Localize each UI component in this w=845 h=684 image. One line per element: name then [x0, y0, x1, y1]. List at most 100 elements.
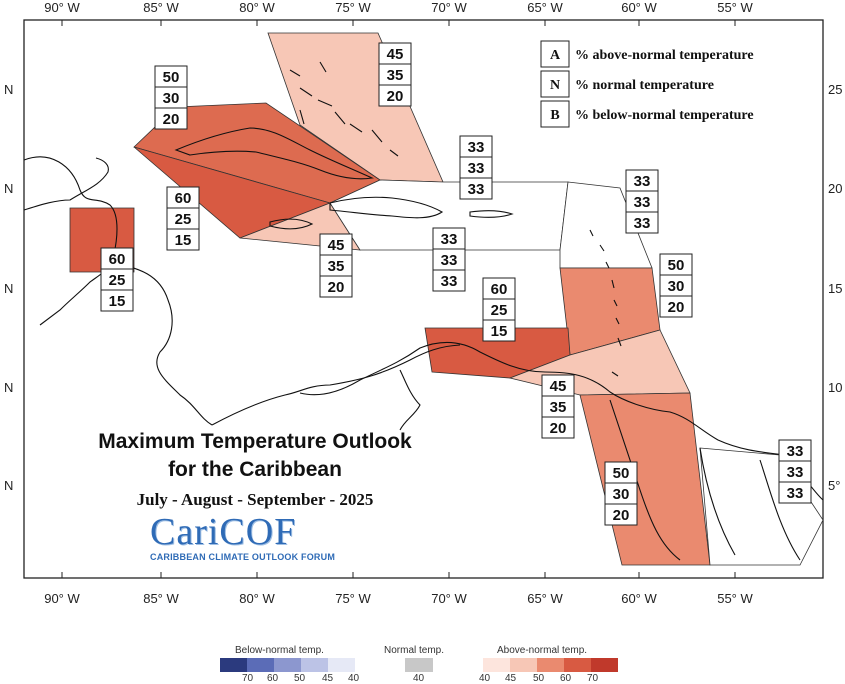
- lon-label: 85° W: [143, 591, 179, 606]
- lon-label: 75° W: [335, 591, 371, 606]
- logo-subtitle: CARIBBEAN CLIMATE OUTLOOK FORUM: [150, 552, 336, 562]
- probability-boxes: 4535205030206025156025154535203333333333…: [100, 42, 812, 526]
- colorbar-tick: 40: [479, 673, 491, 684]
- coast-jamaica: [269, 218, 314, 230]
- prob-above: 33: [634, 173, 651, 190]
- prob-below: 20: [163, 111, 180, 128]
- colorbar-swatch-below: [274, 658, 301, 672]
- prob-below: 15: [175, 232, 192, 249]
- prob-above: 60: [109, 251, 126, 268]
- prob-normal: 33: [468, 160, 485, 177]
- colorbar-tick: 70: [587, 673, 599, 684]
- coast-puerto-rico: [469, 210, 514, 218]
- prob-above: 45: [387, 46, 404, 63]
- latitude-labels-left: N N N N N: [4, 82, 13, 493]
- lon-label: 85° W: [143, 0, 179, 15]
- probability-cell: [482, 319, 516, 342]
- lat-label: N: [4, 380, 13, 395]
- latitude-labels-right: 25 20 15 10 5°: [828, 82, 842, 493]
- prob-below: 20: [668, 299, 685, 316]
- coast-central-america: [23, 156, 213, 426]
- probability-cell: [778, 481, 812, 504]
- legend-key-b: B: [550, 108, 559, 123]
- prob-below: 33: [634, 215, 651, 232]
- coast-colombia: [299, 341, 824, 501]
- colorbar-swatch-above: [564, 658, 591, 672]
- prob-above: 60: [491, 281, 508, 298]
- legend-key-box: [540, 70, 570, 98]
- prob-below: 33: [787, 485, 804, 502]
- coast-bahamas: [289, 61, 399, 157]
- probability-box-bahamas: 45 35 20: [378, 42, 412, 107]
- probability-cell: [319, 275, 353, 298]
- probability-box-guyana: 50 30 20: [604, 461, 638, 526]
- colorbar-tick: 40: [348, 673, 360, 684]
- colorbar-swatch-above: [510, 658, 537, 672]
- title-line-2: for the Caribbean: [168, 458, 342, 481]
- probability-cell: [625, 211, 659, 234]
- colorbar-tick: 60: [267, 673, 279, 684]
- probability-box-cuba: 50 30 20: [154, 65, 188, 130]
- colorbar-swatch-above: [591, 658, 618, 672]
- prob-normal: 35: [328, 258, 345, 275]
- prob-normal: 33: [634, 194, 651, 211]
- probability-box-trinidad-venezuela: 45 35 20: [541, 374, 575, 439]
- prob-below: 33: [468, 181, 485, 198]
- lon-label: 90° W: [44, 0, 80, 15]
- colorbar-tick: 40: [413, 673, 425, 684]
- colorbar-tick: 45: [505, 673, 517, 684]
- lat-label: 15: [828, 281, 842, 296]
- longitude-labels-bottom: 90° W 85° W 80° W 75° W 70° W 65° W 60° …: [44, 591, 753, 606]
- prob-below: 20: [550, 420, 567, 437]
- probability-cell: [604, 503, 638, 526]
- probability-box-haiti-south: 45 35 20: [319, 233, 353, 298]
- legend-key-box: [540, 100, 570, 128]
- title-line-1: Maximum Temperature Outlook: [98, 430, 412, 453]
- prob-above: 33: [787, 443, 804, 460]
- prob-above: 50: [668, 257, 685, 274]
- prob-above: 50: [613, 465, 630, 482]
- colorbar-above-title: Above-normal temp.: [497, 645, 588, 656]
- coast-guianas: [609, 399, 801, 561]
- prob-below: 20: [328, 279, 345, 296]
- caricof-logo: CariCOF CARIBBEAN CLIMATE OUTLOOK FORUM: [150, 512, 350, 562]
- probability-cell: [659, 295, 693, 318]
- lon-label: 60° W: [621, 0, 657, 15]
- colorbar-swatch-below: [247, 658, 274, 672]
- probability-cell: [166, 228, 200, 251]
- colorbar-swatch-above: [483, 658, 510, 672]
- legend-key-box: [540, 40, 570, 68]
- lat-label: 25: [828, 82, 842, 97]
- probability-cell: [378, 84, 412, 107]
- lon-label: 75° W: [335, 0, 371, 15]
- prob-below: 20: [387, 88, 404, 105]
- prob-normal: 30: [163, 90, 180, 107]
- prob-above: 33: [441, 231, 458, 248]
- colorbar-tick: 45: [322, 673, 334, 684]
- lon-label: 65° W: [527, 0, 563, 15]
- probability-cell: [154, 107, 188, 130]
- lon-label: 70° W: [431, 591, 467, 606]
- lat-label: N: [4, 478, 13, 493]
- probability-box-jamaica-caymans: 60 25 15: [166, 186, 200, 251]
- colorbar-swatch-normal: [405, 658, 433, 672]
- longitude-labels-top: 90° W 85° W 80° W 75° W 70° W 65° W 60° …: [44, 0, 753, 15]
- lon-label: 70° W: [431, 0, 467, 15]
- lat-label: 5°: [828, 478, 840, 493]
- colorbar-tick: 60: [560, 673, 572, 684]
- legend-desc-above: % above-normal temperature: [575, 48, 754, 63]
- prob-normal: 35: [387, 67, 404, 84]
- prob-above: 50: [163, 69, 180, 86]
- lon-label: 55° W: [717, 591, 753, 606]
- coast-panama: [211, 344, 461, 426]
- legend-key-n: N: [550, 78, 560, 93]
- colorbar-normal-title: Normal temp.: [384, 645, 445, 656]
- coast-hispaniola: [329, 196, 444, 219]
- probability-cell: [100, 289, 134, 312]
- probability-cell: [459, 177, 493, 200]
- prob-normal: 30: [613, 486, 630, 503]
- probability-box-french-guiana: 33 33 33: [778, 439, 812, 504]
- lon-label: 80° W: [239, 591, 275, 606]
- colorbar-swatch-below: [301, 658, 328, 672]
